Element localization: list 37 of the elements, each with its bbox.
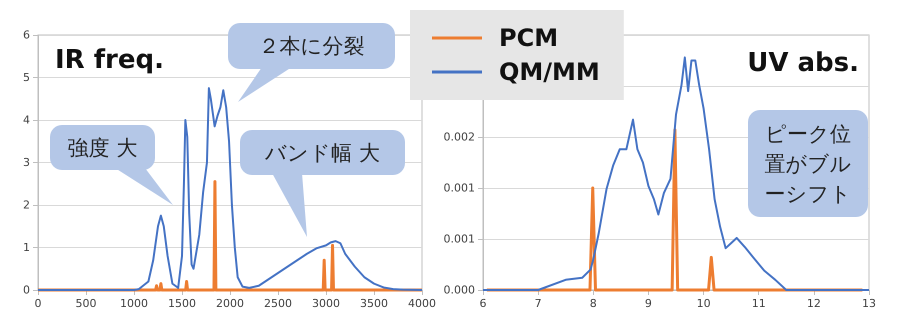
legend-label: PCM — [499, 24, 558, 52]
y-tick-label: 2 — [23, 198, 30, 212]
x-tick-label: 1500 — [168, 297, 196, 310]
x-tick-label: 9 — [644, 297, 652, 310]
x-tick-label: 2000 — [216, 297, 244, 310]
annotation: 強度 大 — [68, 134, 138, 162]
x-tick-label: 13 — [862, 297, 876, 310]
x-tick-label: 3500 — [360, 297, 388, 310]
chart-title: IR freq. — [55, 45, 164, 75]
x-tick-label: 2500 — [264, 297, 292, 310]
y-tick-label: 0.001 — [444, 182, 475, 194]
y-tick-label: 5 — [23, 71, 30, 84]
x-tick-label: 10 — [696, 297, 711, 310]
x-tick-label: 4000 — [408, 297, 436, 310]
x-tick-label: 7 — [534, 297, 542, 310]
y-tick-label: 0 — [23, 284, 30, 296]
x-tick-label: 3000 — [312, 297, 340, 310]
x-tick-label: 500 — [76, 297, 96, 310]
y-tick-label: 0.002 — [444, 130, 475, 144]
x-tick-label: 8 — [590, 297, 597, 310]
text: UV abs. — [747, 48, 859, 78]
y-tick-label: 4 — [23, 114, 30, 126]
x-tick-label: 1000 — [120, 297, 148, 310]
annotation: バンド幅 大 — [265, 140, 380, 166]
annotation: ２本に分裂 — [258, 33, 364, 60]
y-tick-label: 6 — [23, 28, 30, 42]
line-series — [37, 87, 423, 291]
y-tick-label: 0.001 — [444, 232, 475, 246]
x-tick-label: 0 — [34, 297, 42, 310]
y-tick-label: 1 — [23, 241, 30, 254]
x-tick-label: 12 — [806, 297, 821, 310]
y-tick-label: 0.000 — [444, 284, 475, 296]
x-tick-label: 6 — [480, 297, 486, 310]
annotation: ピーク位置がブルーシフト — [764, 120, 852, 208]
y-tick-label: 3 — [23, 156, 30, 169]
legend-label: QM/MM — [499, 58, 600, 86]
x-tick-label: 11 — [752, 297, 766, 310]
